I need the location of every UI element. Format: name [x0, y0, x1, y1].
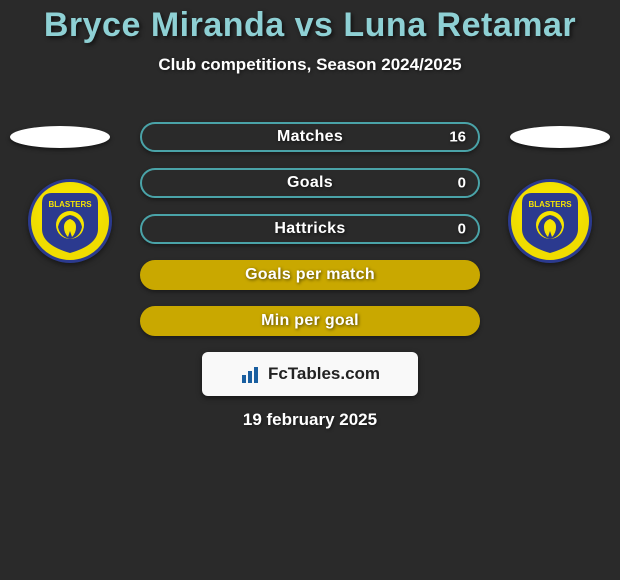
stat-label: Goals per match: [245, 266, 375, 284]
page-title: Bryce Miranda vs Luna Retamar: [0, 6, 620, 45]
club-badge-left: BLASTERS: [28, 179, 112, 263]
player-left-placeholder: [10, 126, 110, 148]
site-name: FcTables.com: [268, 364, 380, 384]
stat-value-right: 0: [458, 221, 466, 238]
stat-row-goals: Goals 0: [140, 168, 480, 198]
site-link[interactable]: FcTables.com: [202, 352, 418, 396]
stat-label: Goals: [287, 174, 333, 192]
stat-label: Hattricks: [274, 220, 345, 238]
stat-value-right: 16: [449, 129, 466, 146]
stat-label: Min per goal: [261, 312, 359, 330]
comparison-card: Bryce Miranda vs Luna Retamar Club compe…: [0, 0, 620, 580]
stat-row-hattricks: Hattricks 0: [140, 214, 480, 244]
player-right-placeholder: [510, 126, 610, 148]
stat-rows: Matches 16 Goals 0 Hattricks 0 Goals per…: [140, 122, 480, 352]
stat-row-matches: Matches 16: [140, 122, 480, 152]
subtitle: Club competitions, Season 2024/2025: [0, 55, 620, 75]
bars-icon: [240, 363, 262, 385]
club-crest-icon: BLASTERS: [514, 185, 586, 257]
stat-row-min-per-goal: Min per goal: [140, 306, 480, 336]
stat-label: Matches: [277, 128, 343, 146]
stat-value-right: 0: [458, 175, 466, 192]
stat-row-goals-per-match: Goals per match: [140, 260, 480, 290]
club-badge-right-text: BLASTERS: [528, 200, 572, 209]
club-crest-icon: BLASTERS: [34, 185, 106, 257]
club-badge-left-text: BLASTERS: [48, 200, 92, 209]
footer-date: 19 february 2025: [0, 410, 620, 430]
club-badge-right: BLASTERS: [508, 179, 592, 263]
